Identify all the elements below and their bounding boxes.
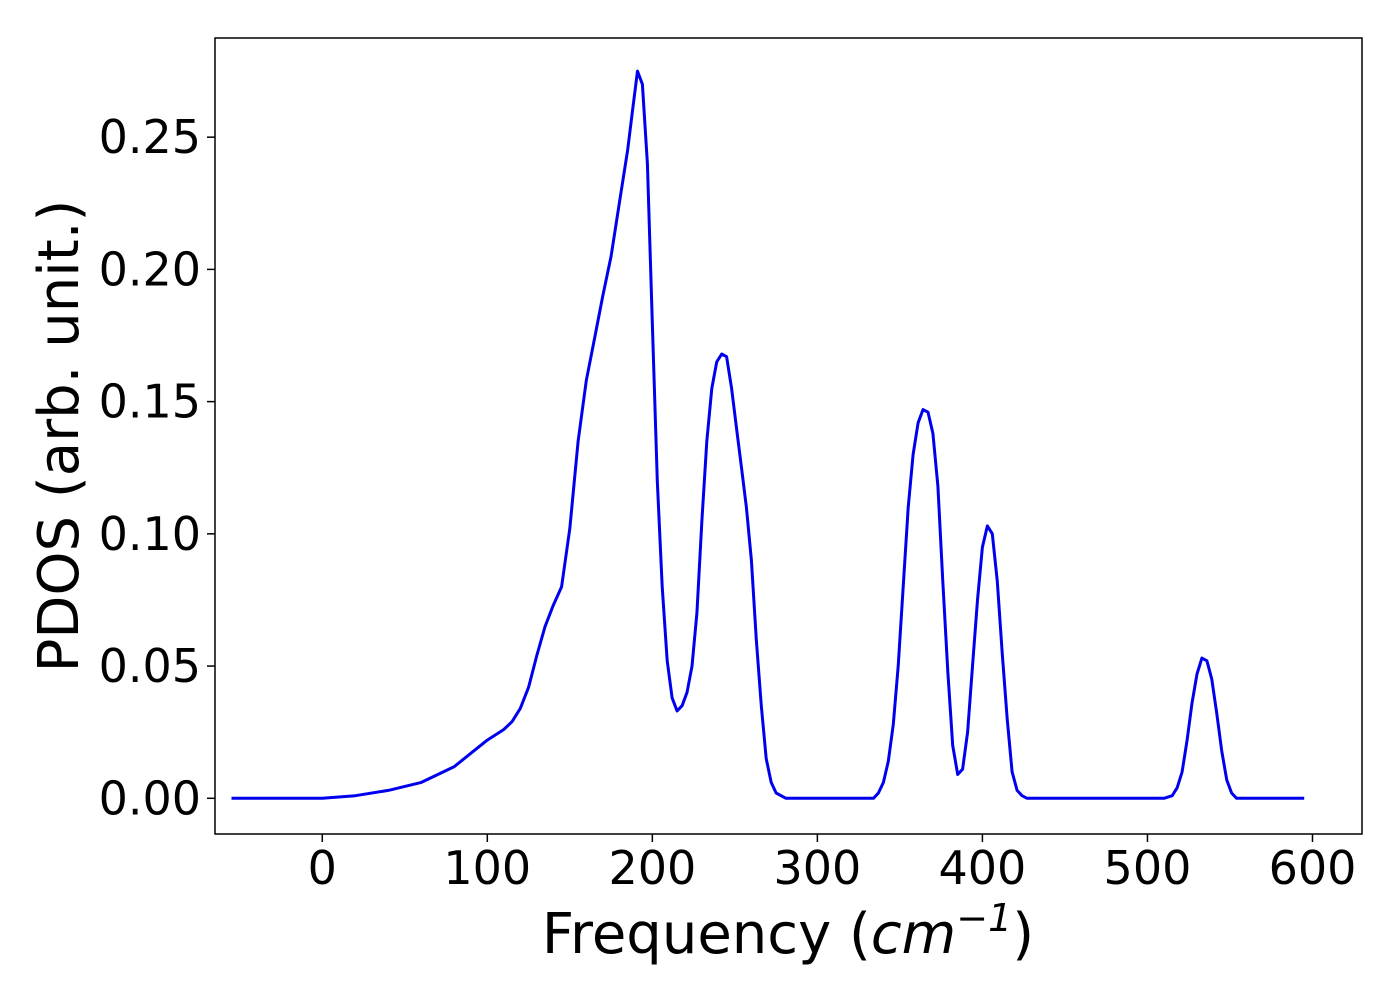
pdos-series-line [231, 69, 1305, 800]
y-tick-label: 0.15 [99, 375, 201, 429]
y-tick-label: 0.25 [99, 110, 201, 164]
x-tick-label: 600 [1269, 841, 1357, 895]
x-tick-label: 100 [443, 841, 531, 895]
x-tick-label: 300 [773, 841, 861, 895]
y-tick-label: 0.05 [99, 639, 201, 693]
x-tick-label: 400 [939, 841, 1027, 895]
x-axis-label: Frequency (cm−1) [542, 896, 1034, 967]
plot-area-frame [214, 37, 1363, 835]
y-axis: 0.00 0.05 0.10 0.15 0.20 0.25 [99, 110, 215, 825]
x-tick-label: 500 [1104, 841, 1192, 895]
x-tick-label: 0 [308, 841, 337, 895]
x-tick-label: 200 [608, 841, 696, 895]
y-tick-label: 0.20 [99, 242, 201, 296]
y-tick-label: 0.10 [99, 507, 201, 561]
y-tick-label: 0.00 [99, 771, 201, 825]
x-axis: 0 100 200 300 400 500 600 [308, 834, 1357, 895]
y-axis-label: PDOS (arb. unit.) [27, 200, 92, 673]
